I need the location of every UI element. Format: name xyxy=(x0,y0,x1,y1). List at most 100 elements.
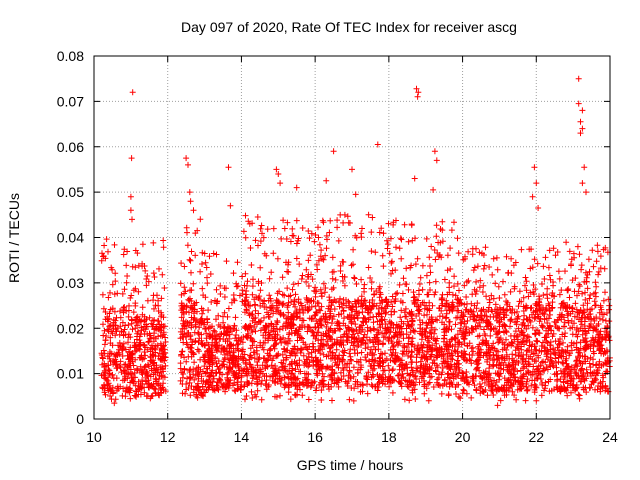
data-point xyxy=(202,389,209,396)
data-point xyxy=(562,268,568,275)
data-point xyxy=(432,256,439,263)
data-point xyxy=(279,291,286,298)
data-point xyxy=(225,329,232,336)
data-point xyxy=(346,368,353,375)
data-point xyxy=(125,331,132,338)
data-point xyxy=(212,354,219,361)
data-point xyxy=(244,278,251,285)
data-point xyxy=(144,361,151,368)
data-point xyxy=(202,294,209,301)
data-point xyxy=(563,239,570,246)
data-point xyxy=(317,350,324,357)
data-point xyxy=(204,274,210,281)
data-point xyxy=(522,274,529,281)
data-point xyxy=(372,249,379,256)
x-tick-label: 14 xyxy=(234,429,250,445)
data-point xyxy=(202,326,209,332)
data-point xyxy=(179,381,186,387)
data-point xyxy=(574,243,581,250)
data-point xyxy=(507,288,514,295)
data-point xyxy=(349,331,356,338)
data-point xyxy=(419,262,426,269)
data-point xyxy=(213,286,220,293)
data-point xyxy=(144,372,151,379)
data-point xyxy=(505,269,512,276)
data-point xyxy=(396,245,403,252)
data-point xyxy=(186,309,192,316)
data-point xyxy=(378,225,385,232)
data-point xyxy=(225,369,232,376)
data-point xyxy=(534,338,541,345)
data-point xyxy=(295,280,302,287)
data-point xyxy=(221,294,228,300)
data-point xyxy=(369,367,376,374)
data-point xyxy=(354,330,361,337)
data-point xyxy=(213,360,220,367)
data-point xyxy=(188,383,195,390)
data-point xyxy=(479,289,486,295)
chart-title: Day 097 of 2020, Rate Of TEC Index for r… xyxy=(181,19,517,35)
data-point xyxy=(247,245,254,251)
data-point xyxy=(101,327,108,334)
data-point xyxy=(367,309,373,316)
data-point xyxy=(583,366,590,373)
data-point xyxy=(180,371,187,377)
data-point xyxy=(151,345,158,352)
data-point xyxy=(299,392,306,399)
data-point xyxy=(241,282,248,289)
data-point xyxy=(544,291,550,298)
data-point xyxy=(408,222,415,229)
data-point xyxy=(197,356,204,363)
data-point xyxy=(120,251,127,258)
data-point xyxy=(102,309,109,315)
data-point xyxy=(198,318,205,325)
data-point xyxy=(371,343,377,350)
data-point xyxy=(402,305,409,312)
data-point xyxy=(235,334,242,341)
data-point xyxy=(590,263,597,270)
data-point xyxy=(270,250,277,257)
data-point xyxy=(195,387,202,394)
y-tick-label: 0.04 xyxy=(57,230,84,246)
data-point xyxy=(121,304,128,310)
data-point xyxy=(577,118,584,125)
data-point xyxy=(158,387,165,393)
data-point xyxy=(188,269,194,276)
data-point xyxy=(287,396,294,403)
data-point xyxy=(138,317,145,324)
data-point xyxy=(352,191,359,198)
x-tick-label: 22 xyxy=(528,429,544,445)
data-point xyxy=(187,374,194,381)
data-point xyxy=(184,330,191,336)
data-point xyxy=(460,386,467,393)
data-point xyxy=(483,293,490,300)
data-point xyxy=(278,235,285,242)
data-point xyxy=(145,377,152,384)
data-point xyxy=(594,248,601,255)
data-point xyxy=(213,370,220,377)
data-point xyxy=(274,290,281,297)
data-point xyxy=(132,247,139,254)
data-point xyxy=(251,302,258,309)
data-point xyxy=(104,377,111,384)
data-point xyxy=(231,322,238,329)
data-point xyxy=(463,390,470,397)
data-point xyxy=(368,248,375,255)
y-tick-label: 0.05 xyxy=(57,184,84,200)
data-point xyxy=(602,289,608,296)
data-point xyxy=(242,212,249,219)
data-point xyxy=(116,331,123,338)
data-point xyxy=(575,391,582,398)
data-point xyxy=(102,337,109,343)
data-point xyxy=(572,300,579,307)
data-point xyxy=(305,283,312,289)
data-point xyxy=(252,307,259,314)
data-point xyxy=(181,322,188,329)
data-point xyxy=(257,225,264,232)
data-point xyxy=(181,354,188,361)
data-point xyxy=(137,342,144,349)
data-point xyxy=(484,392,491,399)
data-point xyxy=(581,164,588,171)
data-point xyxy=(205,373,212,380)
data-point xyxy=(592,279,599,286)
